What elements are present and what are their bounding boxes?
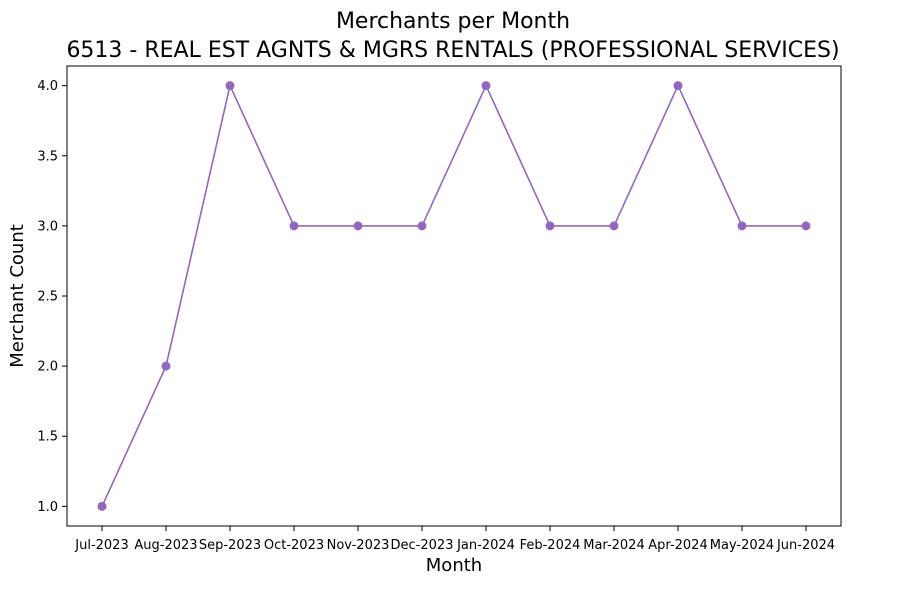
plot-area: [66, 65, 842, 527]
data-point: [417, 221, 427, 231]
data-point: [289, 221, 299, 231]
data-point: [545, 221, 555, 231]
data-point: [481, 81, 491, 91]
x-tick-label: Oct-2023: [264, 538, 324, 553]
y-axis-label: Merchant Count: [7, 224, 28, 368]
data-point: [97, 501, 107, 511]
y-tick-label: 3.0: [37, 219, 58, 234]
data-point: [609, 221, 619, 231]
series-layer: [97, 81, 811, 511]
x-tick-label: May-2024: [710, 538, 774, 553]
data-point: [161, 361, 171, 371]
data-point: [801, 221, 811, 231]
chart-subtitle: 6513 - REAL EST AGNTS & MGRS RENTALS (PR…: [66, 38, 839, 63]
x-tick-label: Feb-2024: [520, 538, 581, 553]
x-tick-label: Nov-2023: [327, 538, 390, 553]
data-point: [673, 81, 683, 91]
x-tick-label: Jul-2023: [74, 538, 128, 553]
y-axis: 1.0 1.5 2.0 2.5 3.0 3.5 4.0: [37, 79, 67, 515]
x-tick-label: Apr-2024: [648, 538, 707, 553]
y-tick-label: 2.5: [37, 290, 58, 305]
x-tick-label: Mar-2024: [583, 538, 644, 553]
x-tick-label: Jan-2024: [456, 538, 515, 553]
series-line: [101, 83, 806, 507]
y-tick-label: 1.0: [37, 500, 58, 515]
chart-title: Merchants per Month: [336, 9, 570, 34]
y-tick-label: 2.0: [37, 360, 58, 375]
x-tick-label: Dec-2023: [391, 538, 454, 553]
data-point: [737, 221, 747, 231]
y-tick-label: 3.5: [37, 149, 58, 164]
x-tick-label: Jun-2024: [776, 538, 835, 553]
x-axis-label: Month: [426, 555, 482, 576]
x-tick-label: Aug-2023: [134, 538, 197, 553]
y-tick-label: 1.5: [37, 430, 58, 445]
data-point: [353, 221, 363, 231]
x-axis: Jul-2023 Aug-2023 Sep-2023 Oct-2023 Nov-2023…: [74, 526, 835, 553]
x-tick-label: Sep-2023: [199, 538, 261, 553]
data-point: [225, 81, 235, 91]
y-tick-label: 4.0: [37, 79, 58, 94]
